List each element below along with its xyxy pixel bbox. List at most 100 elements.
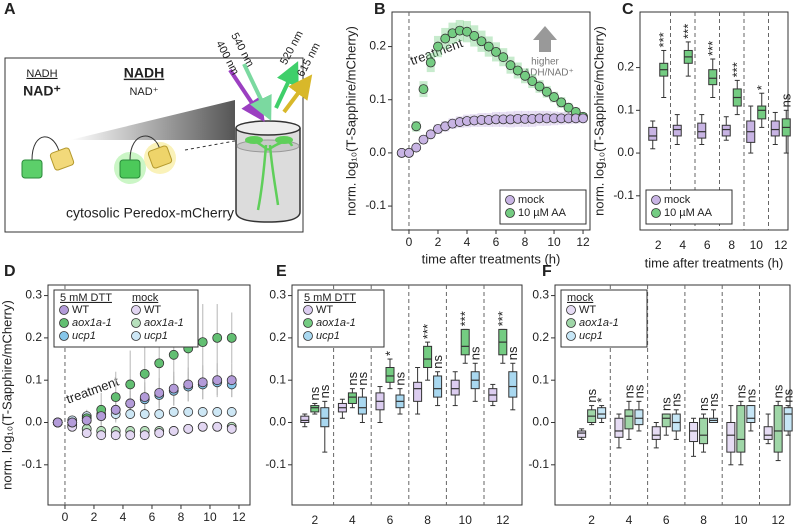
x-tick-label: 4 xyxy=(120,510,127,524)
x-tick-label: 0 xyxy=(406,235,413,249)
box xyxy=(651,426,661,440)
marker xyxy=(81,415,92,426)
legend-box xyxy=(53,289,199,348)
x-tick-label: 6 xyxy=(663,513,670,527)
y-tick-label: -0.1 xyxy=(365,198,386,212)
significance: ns xyxy=(317,384,332,398)
x-tick-label: 10 xyxy=(547,235,561,249)
legend-title: mock xyxy=(132,292,159,304)
marker xyxy=(139,430,150,441)
marker xyxy=(563,102,574,113)
marker xyxy=(534,81,545,92)
box xyxy=(726,422,736,453)
legend-label: mock xyxy=(664,194,691,206)
panel: C -0.1 0.0 0.1 0.2 norm. log₁₀(T-Sapphire/mCh… xyxy=(591,1,793,270)
y-tick-label: -0.1 xyxy=(265,457,286,471)
marker xyxy=(469,31,480,41)
significance: ns xyxy=(771,384,786,398)
note: NADH/NAD⁺ xyxy=(516,68,574,79)
significance: ns xyxy=(779,93,793,107)
marker xyxy=(125,379,136,390)
plot-frame xyxy=(291,284,523,506)
plot-frame xyxy=(391,11,591,231)
marker xyxy=(226,407,237,417)
legend-label: ucp1 xyxy=(72,330,96,342)
significance: ns xyxy=(621,384,636,398)
marker xyxy=(183,407,194,417)
legend-box xyxy=(499,189,587,225)
panel-letter: E xyxy=(276,263,287,280)
significance: * xyxy=(382,351,397,356)
box xyxy=(689,422,699,443)
y-tick-label: -0.1 xyxy=(613,188,634,202)
significance: ns xyxy=(430,355,445,369)
legend-label: ucp1 xyxy=(579,330,603,342)
panel: F-0.10.00.10.20.32ns*4nsns6nsns8nsns10ns… xyxy=(528,263,793,527)
marker xyxy=(96,430,107,441)
significance: ns xyxy=(307,386,322,400)
y-tick-label: 0.2 xyxy=(269,330,286,344)
significance: ns xyxy=(659,397,674,411)
significance: *** xyxy=(420,324,435,339)
marker xyxy=(154,428,165,438)
marker xyxy=(125,409,136,419)
panel: E-0.10.00.10.20.32nsns4nsns6*ns8***ns10*… xyxy=(265,263,523,527)
legend-marker xyxy=(566,318,576,328)
marker xyxy=(549,92,559,102)
box xyxy=(736,405,746,453)
y-tick-label: 0.0 xyxy=(369,145,386,159)
box xyxy=(347,392,357,404)
legend-title: 5 mM DTT xyxy=(60,292,112,304)
panel-letter: A xyxy=(4,1,16,18)
significance: ns xyxy=(781,388,793,402)
marker xyxy=(197,421,208,432)
panel: B -0.1 0.0 0.1 0.2 norm. log₁₀(T-Sapphire/mCh… xyxy=(343,1,591,266)
x-axis-title: time after treatments (h) xyxy=(645,255,784,270)
x-tick-label: 2 xyxy=(435,235,442,249)
y-tick-label: 0.3 xyxy=(532,288,549,302)
marker xyxy=(212,421,223,432)
box xyxy=(699,417,709,445)
y-tick-label: -0.1 xyxy=(21,457,42,471)
significance: ns xyxy=(355,371,370,385)
marker xyxy=(425,129,436,140)
marker xyxy=(125,430,136,441)
legend-marker xyxy=(566,331,576,341)
marker xyxy=(512,65,523,76)
box xyxy=(614,417,624,438)
box xyxy=(773,405,783,453)
x-tick-label: 2 xyxy=(655,238,662,252)
y-tick-label: 0.3 xyxy=(25,288,42,302)
panel: D -0.1 0.0 0.1 0.2 0.3 norm. log₁₀(T-Sapphire/… xyxy=(0,263,251,529)
marker xyxy=(52,417,63,428)
x-tick-label: 8 xyxy=(728,238,735,252)
marker xyxy=(527,76,538,87)
x-tick-label: 2 xyxy=(311,513,318,527)
box xyxy=(310,405,320,413)
x-tick-label: 4 xyxy=(626,513,633,527)
significance: *** xyxy=(656,32,671,47)
box xyxy=(770,120,780,137)
marker xyxy=(418,134,429,145)
marker xyxy=(226,423,237,434)
x-tick-label: 6 xyxy=(149,510,156,524)
box xyxy=(783,407,793,432)
marker xyxy=(433,41,443,52)
box xyxy=(708,69,718,86)
significance: ns xyxy=(706,393,721,407)
significance: ns xyxy=(584,388,599,402)
significance: * xyxy=(754,85,769,90)
box xyxy=(597,407,607,419)
marker xyxy=(168,407,179,417)
legend-label: WT xyxy=(72,304,89,316)
marker xyxy=(404,148,414,158)
marker xyxy=(411,121,422,132)
x-tick-label: 8 xyxy=(700,513,707,527)
marker xyxy=(418,84,429,94)
marker xyxy=(96,411,107,422)
box xyxy=(697,122,707,139)
legend-marker xyxy=(59,305,69,315)
box xyxy=(300,415,310,423)
y-tick-label: 0.0 xyxy=(532,415,549,429)
y-tick-label: -0.1 xyxy=(528,457,549,471)
